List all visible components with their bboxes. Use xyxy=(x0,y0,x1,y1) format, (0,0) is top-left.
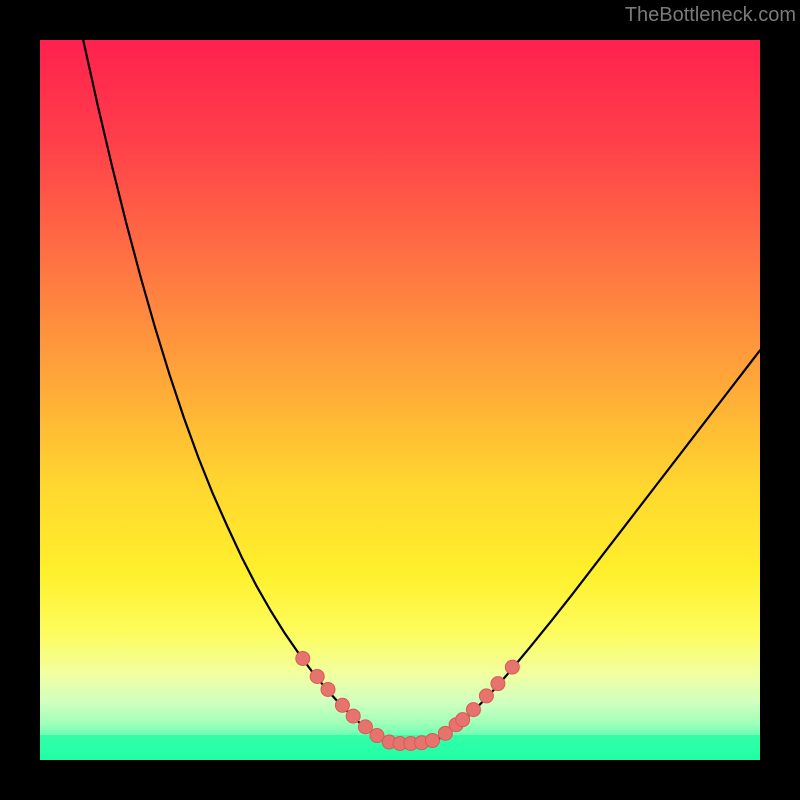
scatter-point xyxy=(505,660,519,674)
curve-layer xyxy=(40,40,760,760)
watermark: TheBottleneck.com xyxy=(625,4,796,27)
scatter-point xyxy=(456,713,470,727)
scatter-point xyxy=(358,720,372,734)
bottleneck-curve xyxy=(83,40,760,746)
scatter-left xyxy=(296,651,384,742)
scatter-point xyxy=(479,689,493,703)
scatter-point xyxy=(491,677,505,691)
scatter-point xyxy=(370,729,384,743)
figure-root: TheBottleneck.com xyxy=(0,0,800,800)
scatter-bottom xyxy=(382,734,439,751)
scatter-point xyxy=(346,709,360,723)
scatter-point xyxy=(296,651,310,665)
scatter-point xyxy=(466,703,480,717)
scatter-point xyxy=(425,734,439,748)
scatter-point xyxy=(310,669,324,683)
plot-area xyxy=(40,40,760,760)
scatter-point xyxy=(321,682,335,696)
scatter-right xyxy=(438,660,519,740)
scatter-point xyxy=(335,698,349,712)
